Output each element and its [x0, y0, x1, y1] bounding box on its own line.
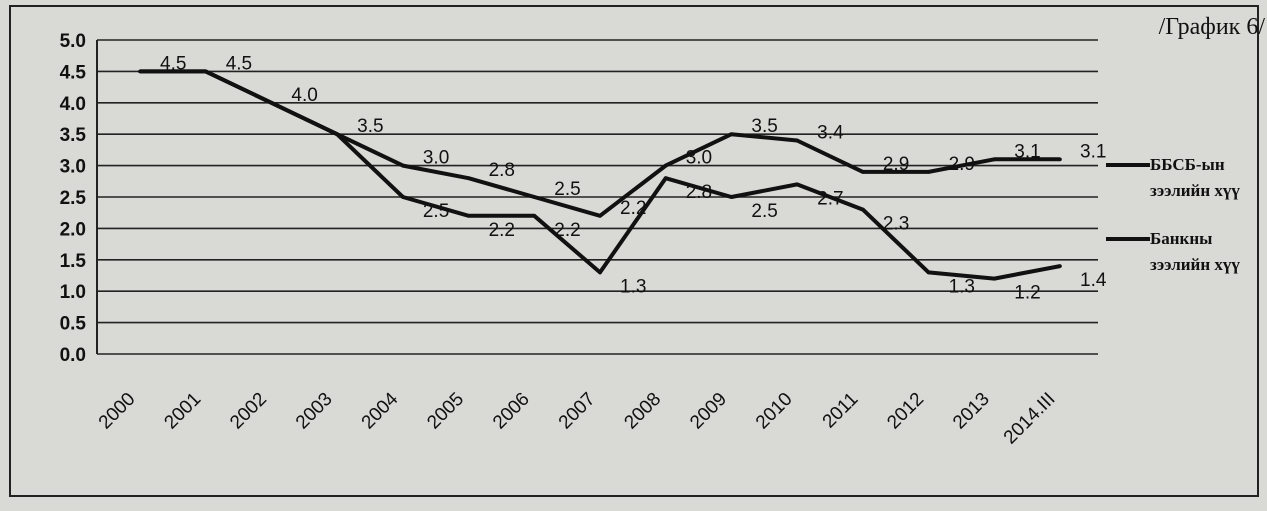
data-point — [729, 132, 734, 136]
x-tick-label: 2000 — [95, 389, 140, 434]
data-point — [532, 214, 537, 218]
data-label: 2.5 — [751, 201, 777, 222]
data-point — [335, 132, 339, 136]
data-label: 2.5 — [554, 179, 580, 200]
data-point — [598, 270, 602, 275]
data-label: 3.5 — [751, 116, 777, 137]
y-tick-label: 4.0 — [60, 94, 86, 115]
legend-item-0: ББСБ-ын зээлийн хүү — [1106, 152, 1256, 204]
legend-swatch-0 — [1106, 163, 1150, 167]
data-point — [926, 270, 931, 275]
data-point — [795, 138, 799, 143]
data-point — [992, 157, 997, 162]
x-tick-label: 2009 — [686, 389, 731, 434]
data-label: 2.9 — [949, 154, 975, 175]
legend-label-1: Банкны зээлийн хүү — [1150, 229, 1240, 274]
y-tick-label: 1.0 — [60, 282, 86, 303]
data-point — [203, 69, 208, 74]
x-tick-label: 2012 — [883, 389, 928, 434]
data-label: 4.5 — [160, 53, 186, 74]
x-tick-label: 2005 — [423, 389, 468, 434]
y-tick-label: 2.0 — [60, 219, 86, 240]
x-tick-label: 2014.III — [1000, 389, 1060, 449]
data-label: 1.3 — [620, 276, 646, 297]
y-tick-label: 0.0 — [60, 345, 86, 366]
data-label: 3.1 — [1080, 141, 1106, 162]
data-label: 1.4 — [1080, 270, 1107, 291]
x-tick-label: 2013 — [949, 389, 994, 434]
data-point — [663, 176, 668, 180]
data-point — [1058, 157, 1062, 162]
x-tick-label: 2007 — [555, 389, 600, 434]
data-point — [466, 176, 471, 180]
legend-label-0: ББСБ-ын зээлийн хүү — [1150, 155, 1240, 200]
data-point — [861, 170, 865, 174]
legend-item-1: Банкны зээлийн хүү — [1106, 226, 1256, 278]
x-tick-label: 2006 — [489, 389, 534, 434]
data-label: 2.8 — [489, 160, 515, 181]
data-label: 2.5 — [423, 201, 449, 222]
y-tick-label: 4.5 — [60, 62, 87, 83]
y-tick-label: 3.5 — [60, 125, 87, 146]
data-point — [663, 163, 668, 168]
x-tick-label: 2004 — [358, 388, 403, 433]
legend-swatch-1 — [1106, 237, 1150, 241]
x-tick-label: 2003 — [292, 389, 337, 434]
x-tick-label: 2002 — [226, 389, 271, 434]
x-tick-labels: 2000 2001 2002 2003 2004 2005 2006 2007 2008 2009… — [95, 388, 1060, 448]
data-point — [401, 163, 405, 168]
grid-layer — [97, 39, 1098, 355]
data-label: 2.2 — [489, 220, 515, 241]
data-point — [926, 170, 931, 174]
y-tick-label: 2.5 — [60, 188, 87, 209]
data-label: 2.2 — [554, 220, 580, 241]
data-point — [598, 214, 602, 218]
data-point — [466, 214, 471, 218]
data-label: 1.3 — [949, 276, 975, 297]
data-point — [992, 276, 997, 281]
data-label: 2.3 — [883, 214, 909, 235]
data-point — [729, 195, 734, 199]
x-tick-label: 2001 — [161, 389, 206, 434]
data-point — [795, 182, 799, 187]
data-label: 2.9 — [883, 154, 909, 175]
y-tick-labels: 0.0 0.5 1.0 1.5 2.0 2.5 3.0 3.5 4.0 4.5 5.0 — [60, 31, 87, 366]
data-label: 4.0 — [291, 85, 317, 106]
data-label: 3.0 — [423, 148, 449, 169]
legend: ББСБ-ын зээлийн хүү Банкны зээлийн хүү — [1106, 152, 1256, 300]
data-point — [532, 195, 537, 199]
data-labels: 4.5 4.5 4.0 3.5 3.0 2.8 2.5 2.2 3.0 3.5 3.4 2.9 2.9 3… — [160, 53, 1107, 303]
series-lines — [138, 69, 1062, 281]
y-tick-label: 0.5 — [60, 314, 87, 335]
series-line-0 — [140, 69, 1060, 218]
y-tick-label: 3.0 — [60, 157, 86, 178]
chart-corner-label: /График 6/ — [1158, 14, 1265, 40]
data-label: 3.1 — [1014, 141, 1040, 162]
data-label: 2.7 — [817, 188, 843, 209]
x-tick-label: 2008 — [621, 389, 666, 434]
x-tick-label: 2011 — [819, 389, 863, 433]
y-tick-label: 5.0 — [60, 31, 86, 52]
data-point — [138, 69, 142, 74]
y-tick-label: 1.5 — [60, 251, 87, 272]
data-label: 1.2 — [1014, 283, 1040, 304]
data-point — [1058, 264, 1062, 268]
data-point — [861, 207, 865, 212]
data-label: 2.2 — [620, 198, 646, 219]
data-label: 3.4 — [817, 122, 844, 143]
data-label: 2.8 — [686, 182, 712, 203]
data-label: 3.0 — [686, 148, 712, 169]
data-point — [269, 101, 274, 105]
data-label: 4.5 — [226, 53, 252, 74]
x-tick-label: 2010 — [752, 389, 797, 434]
data-point — [401, 195, 405, 199]
chart-frame — [9, 5, 1259, 497]
data-label: 3.5 — [357, 116, 383, 137]
